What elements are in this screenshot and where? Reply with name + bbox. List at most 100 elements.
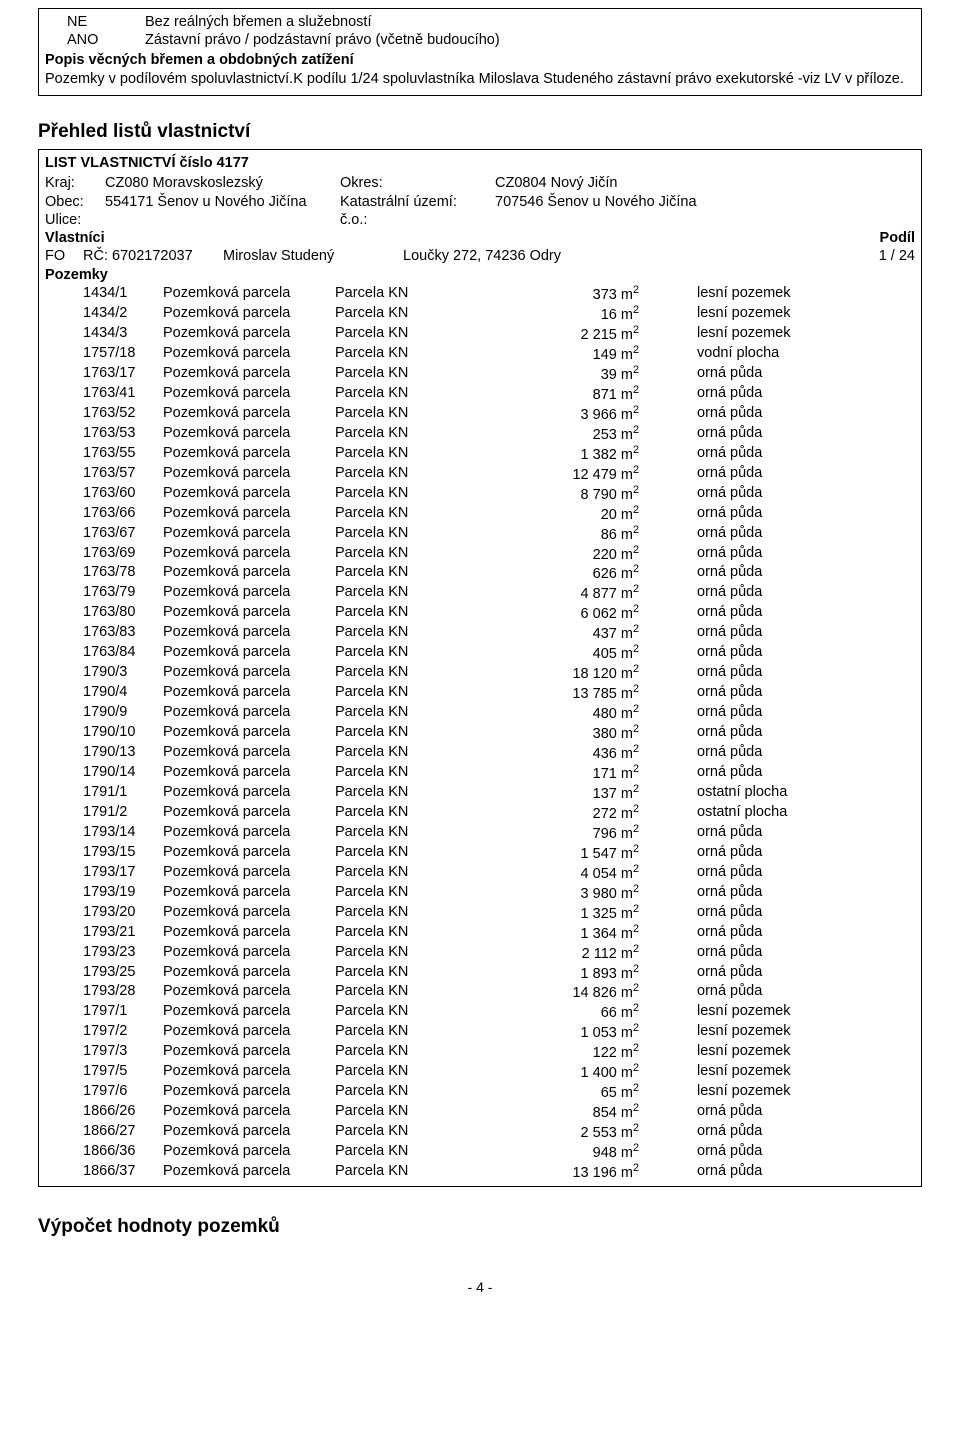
parcel-kn: Parcela KN [335,504,455,524]
parcel-num: 1793/17 [45,863,163,883]
lv-kraj-row: Kraj: CZ080 Moravskoslezský Okres: CZ080… [45,174,915,192]
parcel-num: 1763/83 [45,623,163,643]
parcel-kn: Parcela KN [335,623,455,643]
parcel-use: orná půda [645,464,915,484]
parcel-type: Pozemková parcela [163,424,335,444]
owner-share: 1 / 24 [845,247,915,265]
parcel-use: lesní pozemek [645,1042,915,1062]
lv-header: LIST VLASTNICTVÍ číslo 4177 [45,154,915,172]
parcel-type: Pozemková parcela [163,863,335,883]
parcel-kn: Parcela KN [335,723,455,743]
parcel-kn: Parcela KN [335,663,455,683]
parcel-num: 1791/2 [45,803,163,823]
parcel-area: 149 m2 [455,344,645,364]
parcels-label: Pozemky [45,266,915,284]
parcel-kn: Parcela KN [335,1102,455,1122]
parcel-row: 1797/3Pozemková parcelaParcela KN122 m2l… [45,1042,915,1062]
parcel-kn: Parcela KN [335,544,455,564]
owner-row: FO RČ: 6702172037 Miroslav Studený Loučk… [45,247,915,265]
parcel-type: Pozemková parcela [163,703,335,723]
parcel-type: Pozemková parcela [163,843,335,863]
desc-title: Popis věcných břemen a obdobných zatížen… [45,51,915,69]
parcel-type: Pozemková parcela [163,563,335,583]
parcel-num: 1790/4 [45,683,163,703]
yes-no-rows: NEBez reálných břemen a služebnostíANOZá… [45,13,915,49]
parcel-row: 1763/79Pozemková parcelaParcela KN4 877 … [45,583,915,603]
parcel-area: 480 m2 [455,703,645,723]
parcel-type: Pozemková parcela [163,583,335,603]
parcel-use: orná půda [645,923,915,943]
parcel-use: orná půda [645,963,915,983]
parcel-type: Pozemková parcela [163,1062,335,1082]
parcel-type: Pozemková parcela [163,1122,335,1142]
parcel-area: 1 364 m2 [455,923,645,943]
parcel-row: 1793/23Pozemková parcelaParcela KN2 112 … [45,943,915,963]
parcel-kn: Parcela KN [335,464,455,484]
parcel-use: orná půda [645,1102,915,1122]
parcel-use: orná půda [645,982,915,1002]
parcel-row: 1434/1Pozemková parcelaParcela KN373 m2l… [45,284,915,304]
co-label: č.o.: [340,211,495,229]
parcel-kn: Parcela KN [335,703,455,723]
parcel-area: 1 382 m2 [455,444,645,464]
parcel-use: orná půda [645,444,915,464]
parcel-row: 1763/52Pozemková parcelaParcela KN3 966 … [45,404,915,424]
parcel-row: 1866/37Pozemková parcelaParcela KN13 196… [45,1162,915,1182]
parcel-row: 1797/1Pozemková parcelaParcela KN66 m2le… [45,1002,915,1022]
parcel-kn: Parcela KN [335,883,455,903]
parcel-area: 380 m2 [455,723,645,743]
parcel-num: 1434/1 [45,284,163,304]
parcel-area: 65 m2 [455,1082,645,1102]
parcel-use: orná půda [645,623,915,643]
parcel-use: orná půda [645,703,915,723]
parcel-area: 2 553 m2 [455,1122,645,1142]
parcel-num: 1763/60 [45,484,163,504]
page-number: - 4 - [38,1279,922,1297]
parcel-num: 1791/1 [45,783,163,803]
owners-label: Vlastníci [45,229,880,247]
desc-text: Pozemky v podílovém spoluvlastnictví.K p… [45,70,915,88]
parcel-num: 1797/1 [45,1002,163,1022]
parcel-kn: Parcela KN [335,1162,455,1182]
parcel-kn: Parcela KN [335,583,455,603]
parcel-row: 1757/18Pozemková parcelaParcela KN149 m2… [45,344,915,364]
parcel-type: Pozemková parcela [163,783,335,803]
parcel-use: orná půda [645,404,915,424]
parcel-type: Pozemková parcela [163,963,335,983]
parcel-type: Pozemková parcela [163,982,335,1002]
parcel-num: 1793/20 [45,903,163,923]
kraj-label: Kraj: [45,174,105,192]
parcel-type: Pozemková parcela [163,1082,335,1102]
parcel-use: orná půda [645,823,915,843]
parcel-num: 1793/19 [45,883,163,903]
parcel-area: 20 m2 [455,504,645,524]
parcel-num: 1790/3 [45,663,163,683]
parcel-area: 3 966 m2 [455,404,645,424]
parcel-kn: Parcela KN [335,284,455,304]
footer-title: Výpočet hodnoty pozemků [38,1215,922,1239]
parcel-kn: Parcela KN [335,1082,455,1102]
parcel-area: 8 790 m2 [455,484,645,504]
parcel-use: orná půda [645,484,915,504]
parcel-use: orná půda [645,723,915,743]
parcel-num: 1763/17 [45,364,163,384]
parcel-type: Pozemková parcela [163,823,335,843]
share-label: Podíl [880,229,915,247]
parcel-row: 1763/53Pozemková parcelaParcela KN253 m2… [45,424,915,444]
parcel-use: orná půda [645,424,915,444]
parcel-num: 1763/66 [45,504,163,524]
parcel-row: 1790/10Pozemková parcelaParcela KN380 m2… [45,723,915,743]
parcel-num: 1797/3 [45,1042,163,1062]
parcel-kn: Parcela KN [335,683,455,703]
parcel-num: 1793/15 [45,843,163,863]
parcel-type: Pozemková parcela [163,943,335,963]
parcel-area: 137 m2 [455,783,645,803]
parcel-area: 373 m2 [455,284,645,304]
parcel-use: orná půda [645,883,915,903]
parcel-num: 1763/41 [45,384,163,404]
parcel-area: 4 054 m2 [455,863,645,883]
parcel-type: Pozemková parcela [163,923,335,943]
parcel-type: Pozemková parcela [163,284,335,304]
parcel-area: 14 826 m2 [455,982,645,1002]
parcel-num: 1797/5 [45,1062,163,1082]
